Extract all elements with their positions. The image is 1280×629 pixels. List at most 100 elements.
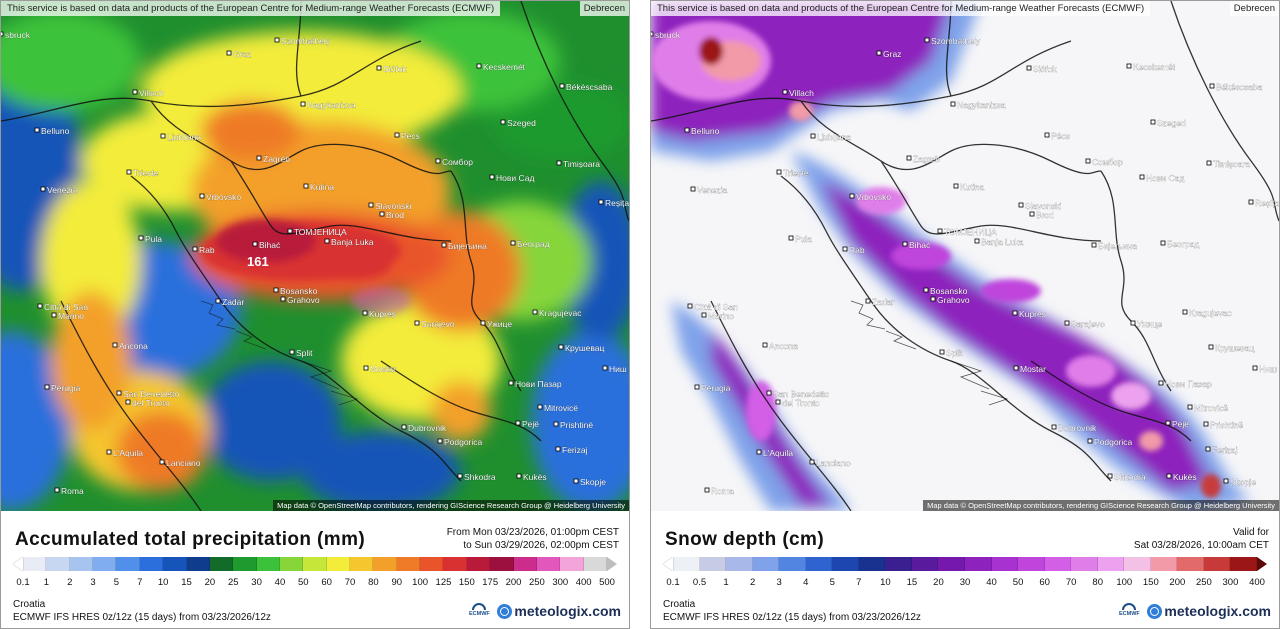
city-label: Mostar	[370, 364, 396, 374]
precipitation-map[interactable]: sbruck Graz Szombathely Siófok Kecskemét Béké…	[1, 1, 629, 511]
scale-swatch	[832, 557, 859, 571]
city-marker	[515, 420, 521, 426]
city-marker	[556, 160, 562, 166]
city-label: Сомбор	[1092, 157, 1123, 167]
scale-swatch	[805, 557, 833, 571]
scale-tick-labels: 0.1 0.5 1 2 3 4 5 7 10 15 20 30 40 50 60 70 80 100 150 200 2…	[666, 577, 1265, 589]
city-label: Lanciano	[816, 458, 851, 468]
scale-tick: 10	[157, 577, 169, 588]
city-label: Zadar	[872, 297, 894, 307]
city-marker	[362, 310, 368, 316]
city-marker	[489, 174, 495, 180]
map-attribution[interactable]: Map data © OpenStreetMap contributors, r…	[923, 500, 1279, 511]
snow-depth-map[interactable]: sbruck Graz Szombathely Siófok Kecskemét Béké…	[651, 1, 1279, 511]
snow-depth-panel: sbruck Graz Szombathely Siófok Kecskemét Béké…	[650, 0, 1280, 629]
city-label: Békéscsaba	[1216, 82, 1263, 92]
city-marker	[1012, 310, 1018, 316]
scale-swatch	[233, 557, 257, 571]
city-label: Сомбор	[442, 157, 473, 167]
city-marker	[44, 384, 50, 390]
scale-swatch	[466, 557, 491, 571]
city-label: Bihać	[259, 240, 281, 250]
city-label: Podgorica	[1094, 437, 1133, 447]
scale-swatch	[46, 557, 70, 571]
city-label: Reșița	[1255, 198, 1279, 208]
scale-tick: 90	[391, 577, 403, 588]
meteologix-logo[interactable]: meteologix.com	[497, 603, 621, 619]
meteologix-logo[interactable]: meteologix.com	[1147, 603, 1271, 619]
city-label: Ужице	[487, 319, 512, 329]
city-marker	[1018, 202, 1024, 208]
city-label: Timișoara	[563, 159, 600, 169]
scale-tick: 150	[1142, 577, 1159, 588]
city-marker	[1087, 438, 1093, 444]
scale-swatch	[256, 557, 280, 571]
city-label: Slavonski	[375, 201, 411, 211]
scale-swatch	[1044, 557, 1072, 571]
city-label: Нови Пазар	[1165, 379, 1212, 389]
city-label: Trieste	[783, 168, 809, 178]
scale-cells	[23, 557, 607, 571]
city-marker	[126, 169, 132, 175]
city-marker	[555, 446, 561, 452]
city-label: Graz	[883, 49, 901, 59]
model-run-label: ECMWF IFS HRES 0z/12z (15 days) from 03/…	[663, 612, 921, 623]
city-marker	[192, 246, 198, 252]
scale-swatch	[673, 557, 700, 571]
scale-swatch	[23, 557, 47, 571]
city-marker	[160, 133, 166, 139]
city-label: Pécs	[1051, 131, 1070, 141]
city-marker	[573, 478, 579, 484]
city-label: Крушевац	[565, 343, 605, 353]
city-marker	[1044, 132, 1050, 138]
scale-tick-labels: 0.1 1 2 3 5 7 10 15 20 25 30 40 50 60 70 80 90 100 125 150 1…	[16, 577, 615, 589]
city-label: Нови Пазар	[515, 379, 562, 389]
city-label: Grahovo	[287, 295, 320, 305]
scale-tick: 60	[1039, 577, 1050, 588]
city-marker	[252, 241, 258, 247]
city-label: Mitrovicë	[544, 403, 578, 413]
city-label: Mitrovicë	[1194, 403, 1228, 413]
city-marker	[1126, 63, 1132, 69]
city-marker	[300, 101, 306, 107]
scale-swatch	[1230, 557, 1258, 571]
scale-swatch	[779, 557, 806, 571]
city-label: Ancona	[119, 341, 148, 351]
scale-cells	[673, 557, 1258, 571]
city-label: Ancona	[769, 341, 798, 351]
city-marker	[199, 193, 205, 199]
city-marker	[876, 50, 882, 56]
city-label: Ниш	[1259, 364, 1277, 374]
city-label: San Benedetto	[773, 389, 830, 399]
city-label: Kupres	[369, 309, 396, 319]
city-marker	[924, 37, 930, 43]
city-marker	[37, 303, 43, 309]
city-marker	[112, 342, 118, 348]
city-marker	[602, 365, 608, 371]
scale-tick: 7	[137, 577, 143, 588]
city-marker	[537, 404, 543, 410]
city-label: Ужице	[1137, 319, 1162, 329]
city-label: Split	[946, 348, 963, 358]
city-marker	[906, 155, 912, 161]
city-marker	[1248, 199, 1254, 205]
city-label: Belluno	[691, 126, 720, 136]
scale-swatch	[350, 557, 374, 571]
city-label: ТОМЈЕНИЦА	[944, 227, 997, 237]
scale-tick: 40	[274, 577, 286, 588]
city-label: Београд	[1167, 239, 1200, 249]
period-info: From Mon 03/23/2026, 01:00pm CEST to Sun…	[447, 526, 619, 552]
city-label: Ljubljana	[167, 132, 201, 142]
map-attribution[interactable]: Map data © OpenStreetMap contributors, r…	[273, 500, 629, 511]
scale-swatch	[116, 557, 140, 571]
city-label: Marino	[58, 311, 84, 321]
city-label: Rab	[199, 245, 215, 255]
city-label: del Tronto	[132, 398, 170, 408]
city-marker	[116, 390, 122, 396]
city-label: sbruck	[5, 30, 31, 40]
data-disclaimer: This service is based on data and produc…	[1, 1, 501, 16]
scale-swatch	[1150, 557, 1178, 571]
city-label: Szombathely	[281, 36, 331, 46]
city-marker	[1139, 174, 1145, 180]
city-marker	[865, 298, 871, 304]
